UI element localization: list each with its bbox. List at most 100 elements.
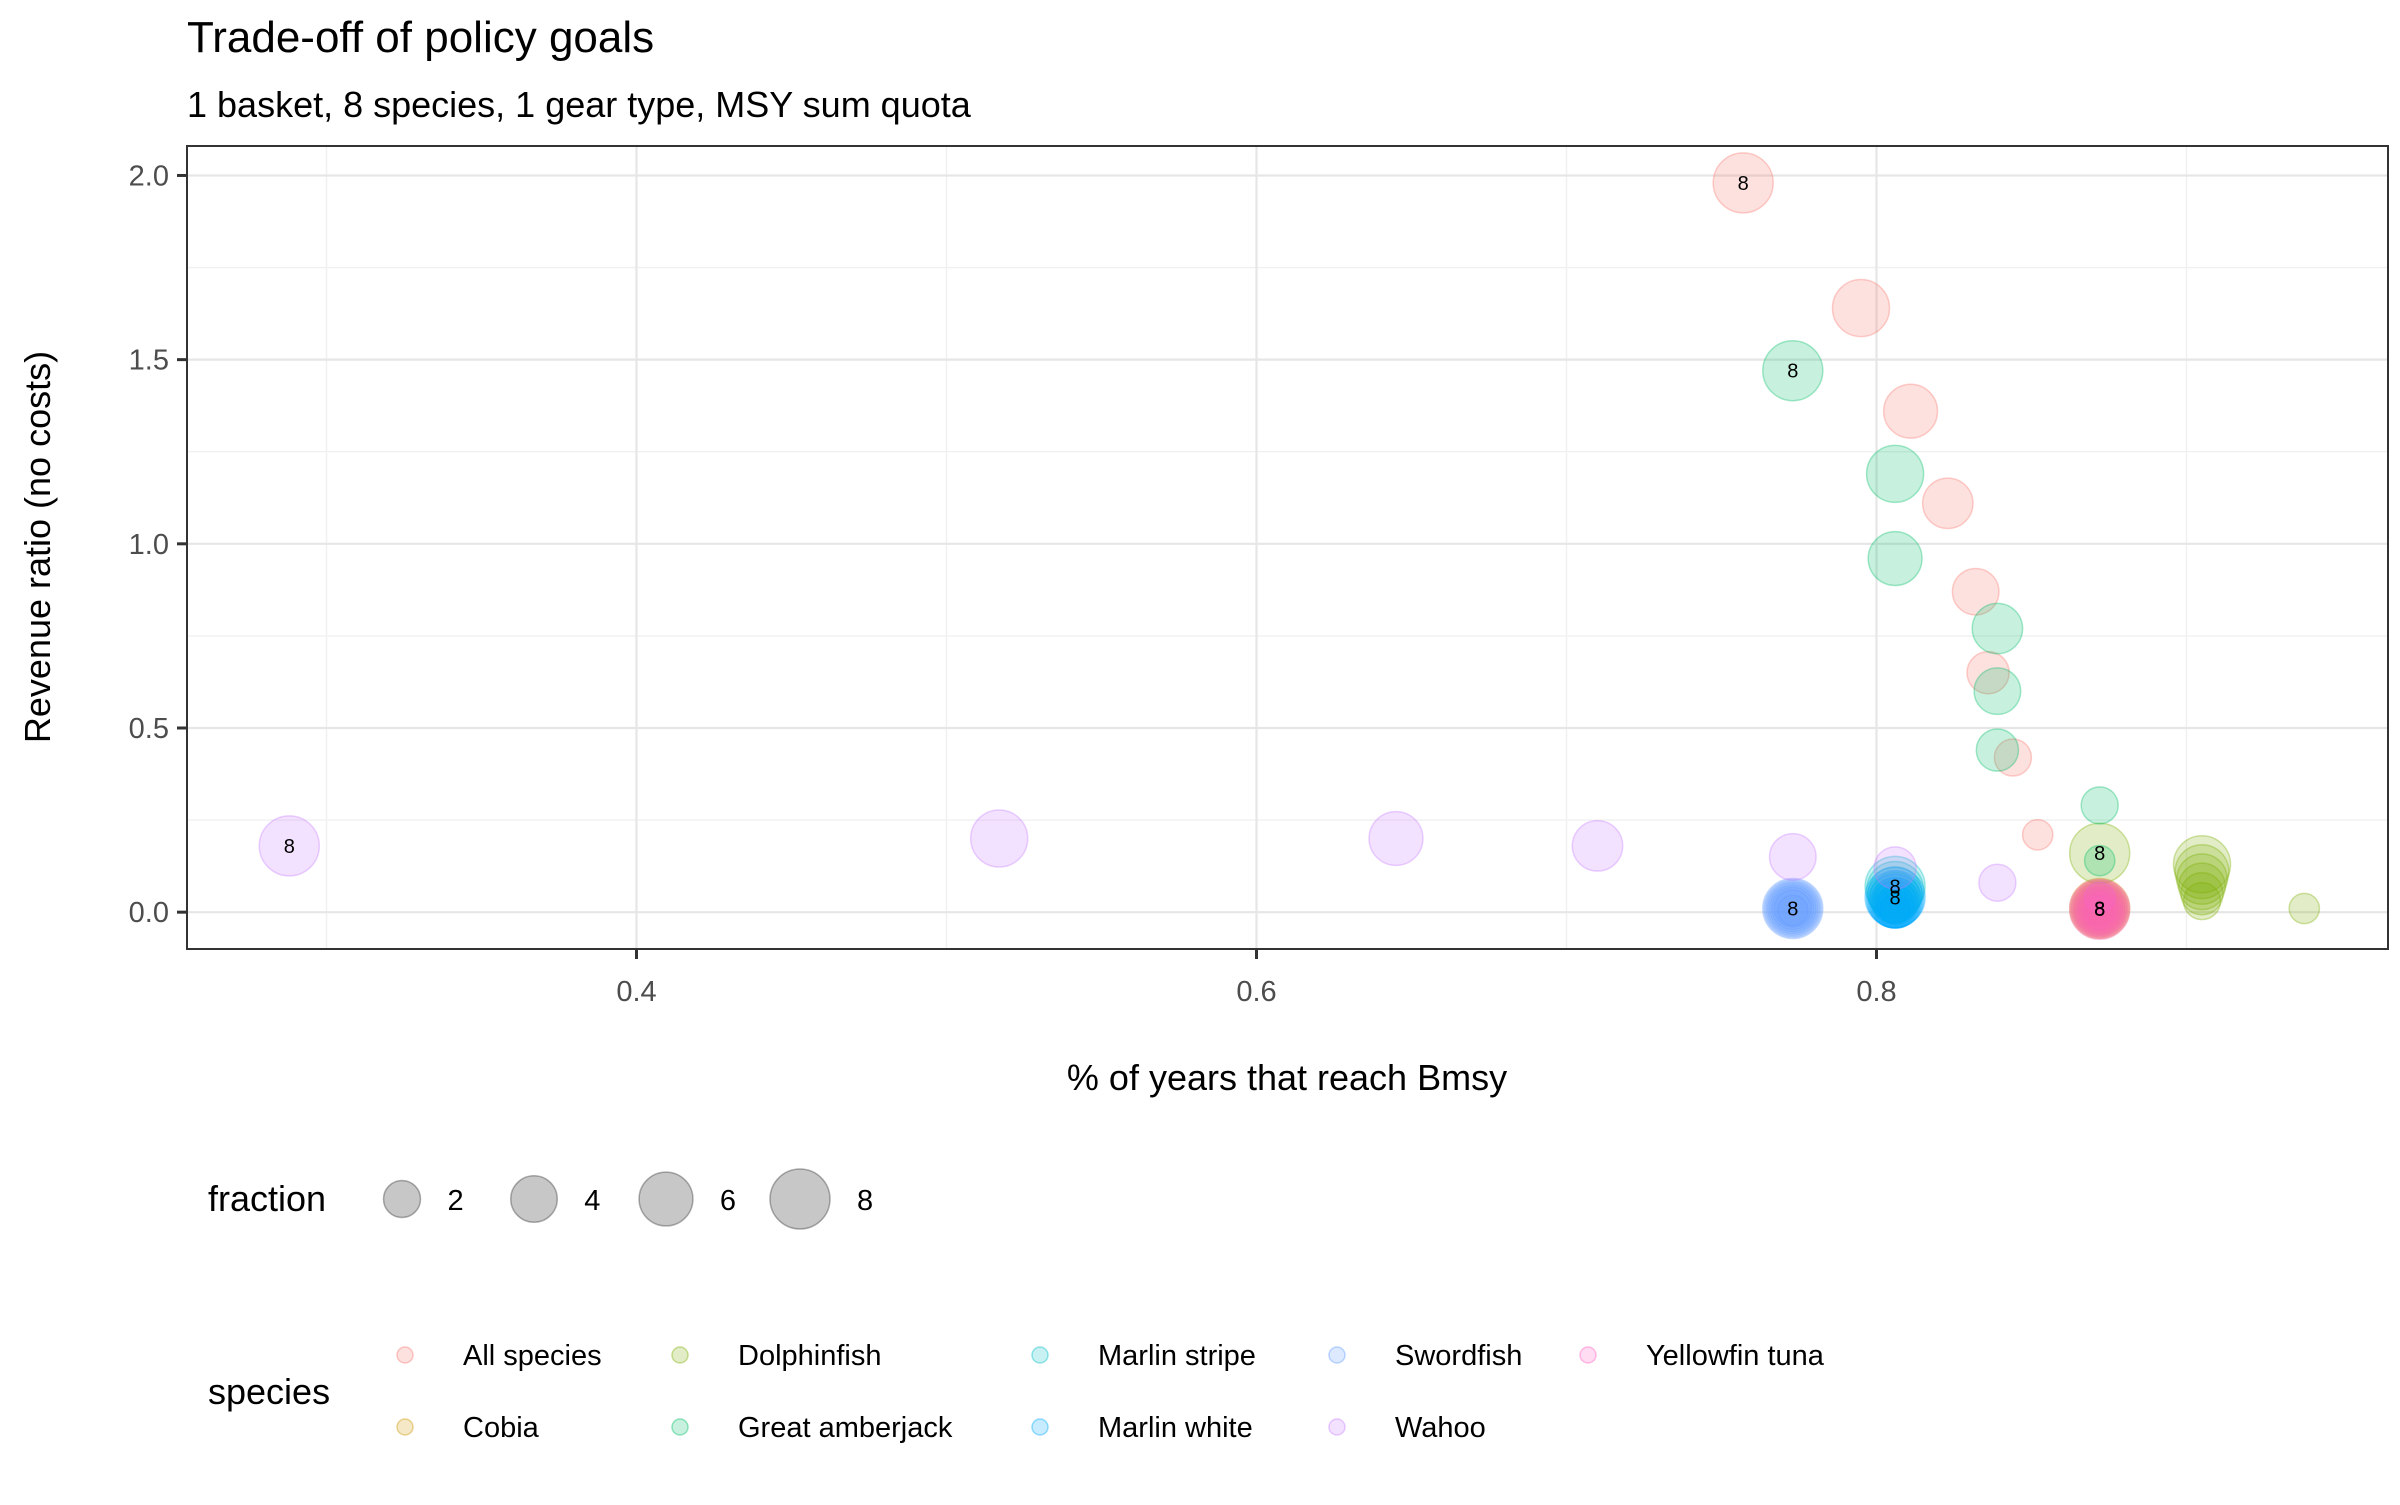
- point-6-0: [1762, 877, 1824, 940]
- point-1-0: [2083, 894, 2116, 927]
- x-tick-label-0: 0.4: [616, 976, 656, 1008]
- point-7-7: [2083, 881, 2116, 914]
- point-5-3: [1869, 877, 1922, 929]
- point-4-4: [1871, 877, 1920, 926]
- species-legend-label-2: Dolphinfish: [738, 1340, 881, 1372]
- point-4-3: [1869, 871, 1922, 924]
- species-legend-key-2: [671, 1346, 689, 1364]
- chart-subtitle: 1 basket, 8 species, 1 gear type, MSY su…: [187, 84, 972, 125]
- point-1-5: [2072, 880, 2128, 937]
- size-legend: fraction 2 4 6 8: [208, 1168, 873, 1230]
- species-legend-label-1: Cobia: [463, 1412, 540, 1444]
- point-0-5: [1966, 650, 2010, 695]
- species-legend-label-3: Great amberjack: [738, 1412, 953, 1444]
- point-5-7: [1879, 894, 1911, 927]
- point-2-4: [2177, 862, 2227, 911]
- point-label-5-0: 8: [1890, 887, 1901, 909]
- point-3-6: [2080, 786, 2119, 825]
- point-2-1: [2172, 835, 2232, 894]
- point-5-0: [1864, 866, 1926, 929]
- point-0-4: [1951, 567, 2000, 616]
- point-label-0-0: 8: [1738, 173, 1749, 195]
- y-axis-title: Revenue ratio (no costs): [17, 351, 58, 743]
- x-tick-label-1: 0.6: [1236, 976, 1276, 1008]
- point-5-4: [1871, 880, 1920, 929]
- point-0-0: [1712, 152, 1774, 214]
- point-7-3: [1571, 819, 1624, 872]
- point-5-5: [1873, 884, 1917, 929]
- point-6-6: [1773, 889, 1813, 928]
- size-legend-label-0: 2: [448, 1185, 464, 1217]
- point-2-3: [2176, 853, 2228, 905]
- point-5-6: [1875, 889, 1915, 928]
- y-tick-label-0: 0.0: [129, 897, 169, 929]
- data-points: [258, 152, 2321, 940]
- size-legend-label-3: 8: [857, 1185, 873, 1217]
- species-legend-key-4: [1031, 1346, 1049, 1364]
- point-2-0: [2068, 822, 2131, 884]
- species-legend-label-4: Marlin stripe: [1098, 1340, 1256, 1372]
- point-1-4: [2073, 882, 2126, 935]
- species-legend: species All species Cobia Dolphinfish Great…: [208, 1340, 1825, 1444]
- species-legend-label-7: Wahoo: [1395, 1412, 1486, 1444]
- y-axis: 0.0 0.5 1.0 1.5 2.0: [129, 160, 187, 929]
- point-4-2: [1867, 866, 1923, 922]
- point-6-4: [1768, 884, 1817, 933]
- point-6-5: [1770, 886, 1815, 931]
- point-3-3: [1971, 602, 2024, 655]
- point-label-6-0: 8: [1787, 898, 1798, 920]
- point-label-7-0: 8: [284, 836, 295, 858]
- point-label-4-0: 8: [1890, 876, 1901, 898]
- point-3-1: [1865, 444, 1925, 504]
- y-tick-label-2: 1.0: [129, 529, 169, 561]
- species-legend-label-5: Marlin white: [1098, 1412, 1253, 1444]
- chart-title: Trade-off of policy goals: [187, 13, 654, 62]
- point-3-0: [1762, 339, 1824, 402]
- grid-minor: [187, 146, 2388, 949]
- point-4-5: [1873, 879, 1917, 923]
- point-4-7: [1879, 892, 1911, 925]
- x-axis: 0.4 0.6 0.8: [616, 949, 1897, 1008]
- point-1-1: [2080, 889, 2119, 928]
- point-7-2: [1368, 810, 1424, 867]
- point-4-1: [1865, 860, 1925, 920]
- point-7-5: [1873, 846, 1917, 890]
- point-8-7: [2083, 895, 2116, 928]
- point-label-3-0: 8: [1787, 361, 1798, 383]
- point-2-5: [2180, 871, 2224, 916]
- x-axis-title: % of years that reach Bmsy: [1067, 1057, 1507, 1098]
- point-4-6: [1875, 885, 1915, 925]
- point-5-1: [1865, 870, 1925, 929]
- point-1-6: [2070, 879, 2129, 938]
- point-2-7: [2288, 892, 2321, 925]
- point-2-6: [2182, 881, 2222, 921]
- species-legend-key-1: [396, 1418, 414, 1436]
- species-legend-title: species: [208, 1371, 330, 1412]
- point-1-2: [2077, 886, 2122, 931]
- point-4-0: [1864, 855, 1926, 918]
- species-legend-key-3: [671, 1418, 689, 1436]
- point-8-2: [2072, 881, 2128, 938]
- point-8-3: [2073, 884, 2126, 936]
- point-6-2: [1765, 880, 1821, 937]
- species-legend-label-6: Swordfish: [1395, 1340, 1522, 1372]
- point-label-8-0: 8: [2094, 899, 2105, 921]
- size-legend-key-2: [638, 1171, 694, 1227]
- x-tick-label-2: 0.8: [1856, 976, 1896, 1008]
- point-0-7: [2021, 818, 2054, 851]
- size-legend-key-0: [382, 1179, 422, 1219]
- species-legend-label-8: Yellowfin tuna: [1646, 1340, 1825, 1372]
- point-label-1-7: 8: [2094, 898, 2105, 920]
- point-7-1: [969, 809, 1029, 868]
- point-6-3: [1766, 882, 1819, 935]
- point-5-2: [1867, 873, 1923, 929]
- point-8-4: [2075, 886, 2124, 935]
- point-8-5: [2077, 888, 2122, 933]
- point-3-4: [1973, 667, 2022, 716]
- point-1-7: [2068, 877, 2131, 940]
- point-3-2: [1867, 530, 1923, 587]
- grid-major: [187, 146, 2388, 949]
- point-8-1: [2070, 879, 2129, 939]
